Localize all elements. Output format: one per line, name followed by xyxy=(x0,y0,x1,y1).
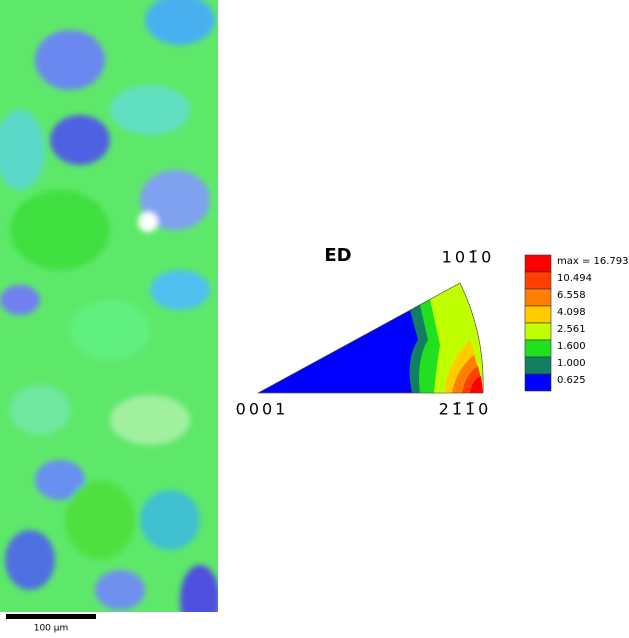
corner-label-left: 0001 xyxy=(236,400,289,419)
legend-label: 10.494 xyxy=(557,273,592,284)
corner-label-top: 101̄0 xyxy=(442,248,495,267)
grains xyxy=(0,0,218,635)
inverse-pole-figure: ED 101̄0 0001 21̄1̄0 xyxy=(236,245,495,419)
ipf-direction: ED xyxy=(324,245,351,266)
legend-label: max = 16.793 xyxy=(557,256,629,267)
legend-label: 1.600 xyxy=(557,341,586,352)
legend-swatch xyxy=(524,305,552,324)
legend-swatch xyxy=(524,288,552,307)
legend-swatch xyxy=(524,254,552,273)
scale-bar xyxy=(6,614,96,619)
legend-swatch xyxy=(524,322,552,341)
legend-label: 0.625 xyxy=(557,375,586,386)
legend-swatch xyxy=(524,373,552,392)
legend-label: 6.558 xyxy=(557,290,586,301)
legend-label: 4.098 xyxy=(557,307,586,318)
legend-label: 1.000 xyxy=(557,358,586,369)
legend: max = 16.793 10.494 6.558 4.098 2.561 1.600 1.… xyxy=(524,254,629,392)
legend-swatch xyxy=(524,356,552,375)
scale-bar-label: 100 µm xyxy=(34,624,69,634)
corner-label-right: 21̄1̄0 xyxy=(439,400,492,419)
legend-swatch xyxy=(524,339,552,358)
legend-label: 2.561 xyxy=(557,324,586,335)
legend-swatch xyxy=(524,271,552,290)
ebsd-map: 100 µm xyxy=(0,0,218,638)
